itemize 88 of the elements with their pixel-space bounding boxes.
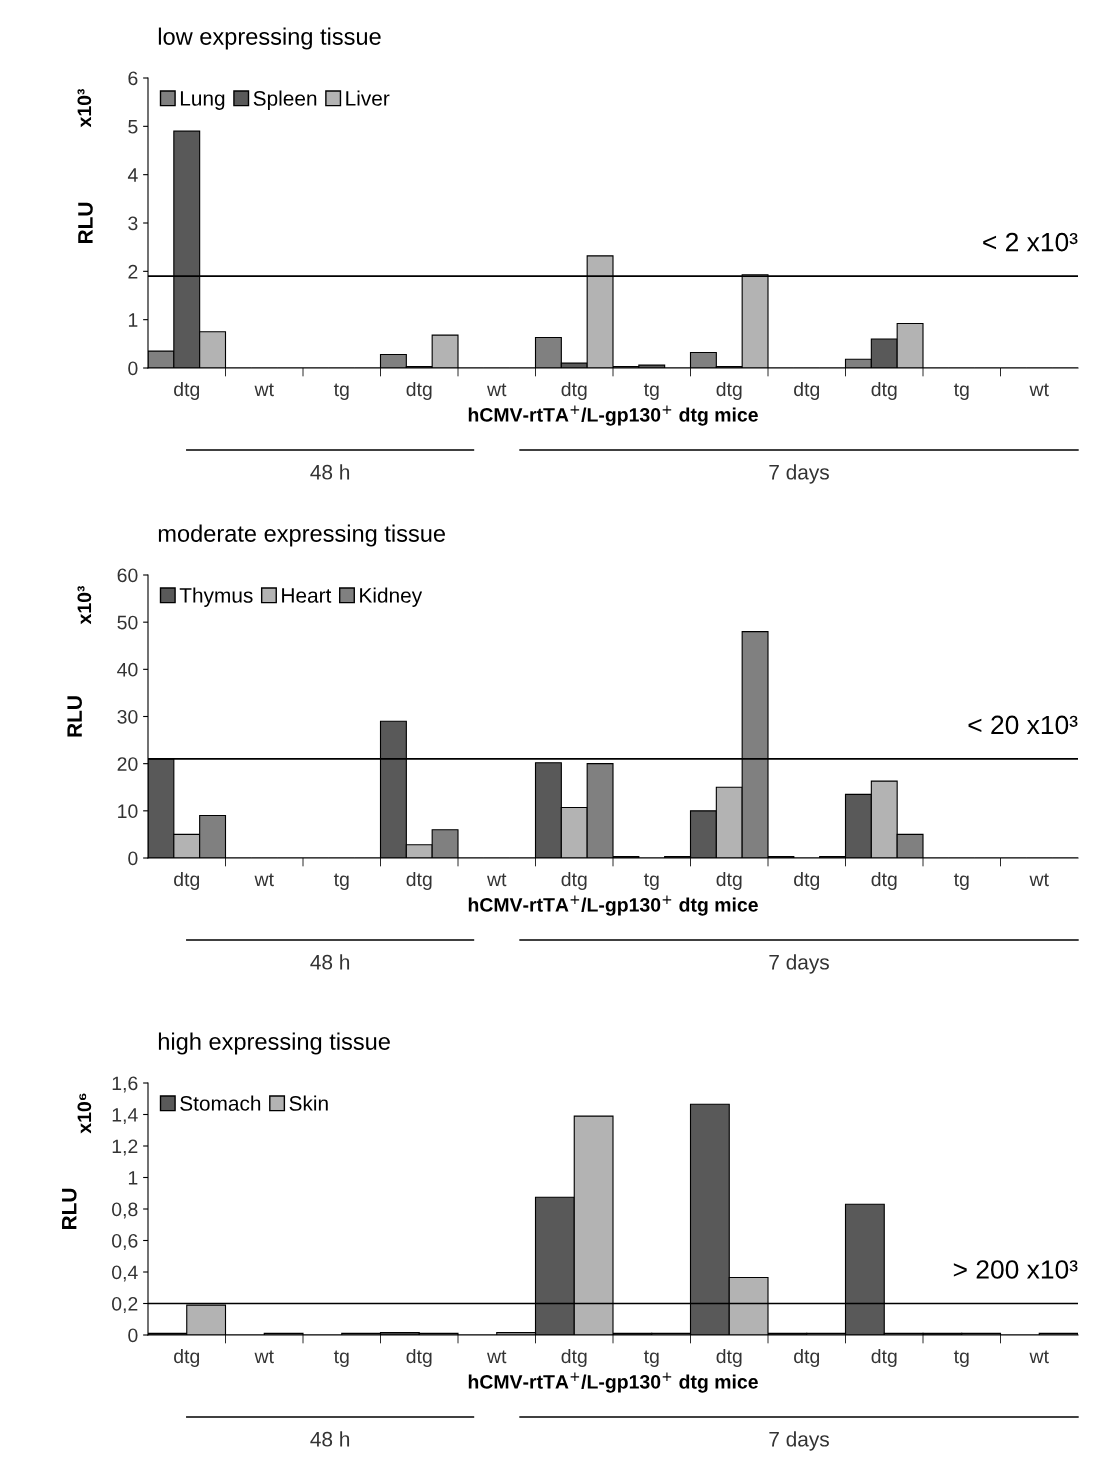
legend-label: Skin (289, 1095, 328, 1111)
y-tick-label: 20 (117, 757, 138, 771)
x-tick-label: tg (333, 1350, 349, 1368)
x-tick-label: tg (643, 873, 659, 891)
legend-label: Stomach (180, 1095, 261, 1111)
x-tick-label: tg (333, 383, 349, 401)
x-axis-title: hCMV-rtTA$^{+}$/L-gp130$^{+}$ dtg mice (468, 1372, 758, 1393)
y-tick-label: 0,2 (112, 1296, 138, 1314)
y-tick-label: 30 (117, 709, 138, 724)
x-tick-label: wt (1029, 383, 1049, 397)
x-tick-label: dtg (406, 871, 432, 891)
legend-label: Spleen (253, 90, 317, 110)
y-axis-title: RLU (78, 202, 93, 244)
chart-title: high expressing tissue (158, 1032, 390, 1055)
x-axis-title: hCMV-rtTA$^{+}$/L-gp130$^{+}$ dtg mice (468, 405, 758, 426)
y-tick-label: 1,2 (112, 1139, 138, 1156)
y-axis-title: RLU (67, 696, 82, 737)
x-tick-label: wt (1029, 873, 1049, 887)
x-tick-label: dtg (794, 871, 820, 891)
y-tick-label: 3 (128, 216, 138, 231)
x-tick-label: wt (487, 383, 507, 397)
y-tick-label: 0 (128, 361, 138, 376)
x-tick-label: wt (254, 383, 274, 397)
text: x10³ (77, 585, 92, 625)
x-tick-label: dtg (716, 381, 742, 401)
legend-label: Lung (180, 91, 225, 110)
ref-line-label: < 2 x10³ (983, 232, 1078, 252)
y-tick-label: 0 (128, 851, 138, 866)
x-tick-label: dtg (561, 871, 587, 891)
x-tick-label: tg (953, 873, 969, 891)
text: 48 h (310, 1431, 350, 1447)
x-tick-label: dtg (174, 871, 200, 891)
chart-title: moderate expressing tissue (158, 524, 445, 547)
y-tick-label: 5 (128, 120, 138, 134)
x-tick-label: wt (254, 873, 274, 887)
x-tick-label: wt (254, 1350, 274, 1364)
x-tick-label: tg (953, 383, 969, 401)
y-tick-label: 4 (127, 168, 138, 182)
text: 48 h (310, 954, 350, 970)
y-tick-label: 2 (128, 264, 138, 279)
x-tick-label: dtg (406, 381, 432, 401)
x-tick-label: dtg (794, 1348, 820, 1368)
x-tick-label: dtg (561, 1348, 587, 1368)
x-tick-label: wt (1029, 1350, 1049, 1364)
legend-label: Heart (282, 588, 332, 603)
y-tick-label: 0,6 (112, 1233, 138, 1251)
legend-label: Liver (346, 90, 390, 106)
y-tick-label: 1 (128, 313, 138, 327)
y-tick-label: 0,8 (112, 1202, 138, 1219)
y-tick-label: 50 (117, 615, 138, 630)
y-tick-label: 0,4 (112, 1265, 138, 1282)
y-tick-label: 60 (117, 568, 138, 583)
x-tick-label: dtg (174, 1348, 200, 1368)
x-tick-label: tg (333, 873, 349, 891)
chart-title: low expressing tissue (158, 27, 381, 50)
x-axis-title: hCMV-rtTA$^{+}$/L-gp130$^{+}$ dtg mice (468, 895, 758, 916)
text: 48 h (310, 464, 350, 480)
y-axis-title: RLU (62, 1188, 77, 1230)
text: 7 days (769, 954, 829, 974)
x-tick-label: wt (487, 1350, 507, 1364)
text: x10³ (77, 88, 92, 128)
text: 7 days (769, 1431, 829, 1451)
legend-label: Thymus (179, 587, 253, 607)
x-tick-label: dtg (871, 381, 897, 401)
x-tick-label: dtg (406, 1348, 432, 1368)
y-tick-label: 40 (117, 662, 138, 677)
ref-line-label: > 200 x10³ (953, 1260, 1078, 1279)
y-tick-label: 1 (128, 1171, 138, 1185)
x-tick-label: dtg (174, 381, 200, 401)
x-tick-label: dtg (871, 1348, 897, 1368)
x-tick-label: tg (953, 1350, 969, 1368)
y-tick-label: 1,4 (112, 1108, 138, 1125)
x-tick-label: dtg (716, 1348, 742, 1368)
y-tick-label: 1,6 (112, 1076, 138, 1093)
y-tick-label: 6 (128, 71, 138, 86)
x-tick-label: dtg (716, 871, 742, 891)
text: 7 days (769, 464, 829, 484)
x-tick-label: dtg (871, 871, 897, 891)
y-tick-label: 0 (128, 1328, 138, 1343)
text: x10⁶ (77, 1093, 92, 1134)
legend-label: Kidney (360, 587, 423, 607)
x-tick-label: tg (643, 383, 659, 401)
ref-line-label: < 20 x10³ (968, 715, 1078, 735)
x-tick-label: dtg (794, 381, 820, 401)
x-tick-label: wt (487, 873, 507, 887)
y-tick-label: 10 (118, 804, 138, 819)
x-tick-label: dtg (561, 381, 587, 401)
x-tick-label: tg (643, 1350, 659, 1368)
